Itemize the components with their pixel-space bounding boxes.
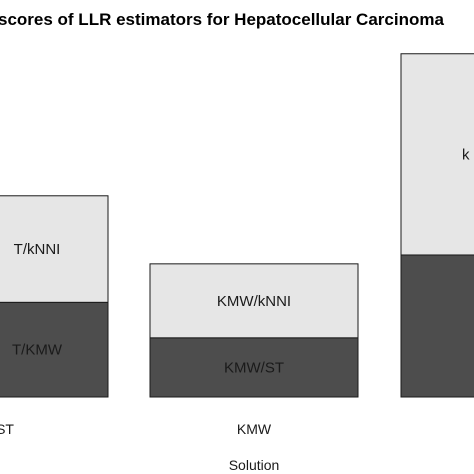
x-axis-label: Solution [229,457,280,473]
segment-label: KMW/ST [224,359,284,376]
bar-segment [149,263,359,339]
bar-segment [0,301,109,398]
segment-label: KMW/kNNI [217,293,291,310]
x-tick-label: KMW [237,421,272,437]
chart-title: scores of LLR estimators for Hepatocellu… [0,10,444,29]
bar-segment [400,53,474,256]
x-tick-labels: ST KMW [0,421,272,437]
segment-label: k [462,146,470,163]
bar-segment [400,254,474,398]
bar-segment [0,195,109,303]
segment-label: T/kNNI [14,241,61,258]
x-tick-label: ST [0,421,14,437]
segment-label: T/KMW [12,342,63,359]
bar-segment [149,337,359,398]
bars-layer: T/KMW T/kNNI KMW/ST KMW/kNNI k [0,53,474,398]
